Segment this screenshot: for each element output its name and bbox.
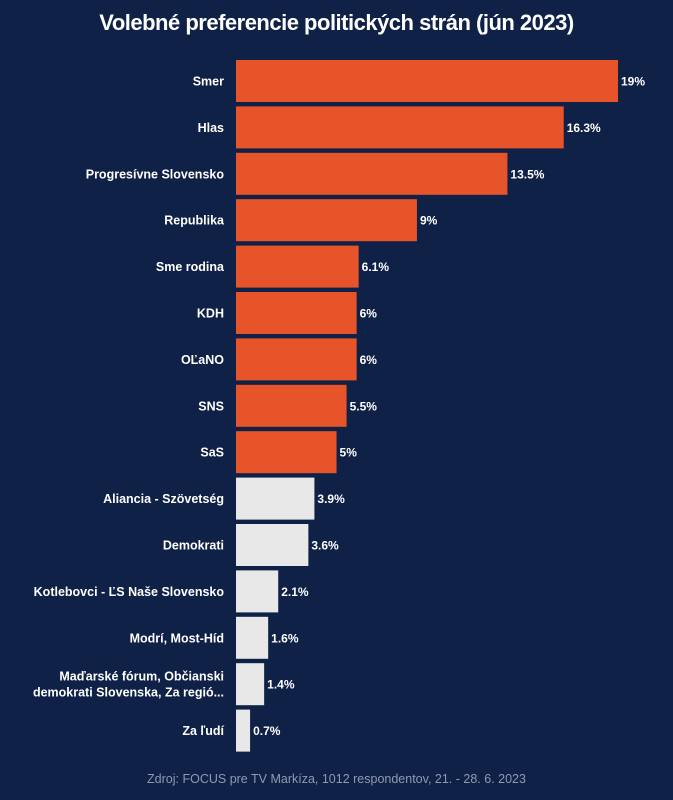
chart-title: Volebné preferencie politických strán (j… (99, 10, 574, 35)
bar (236, 616, 269, 659)
category-label: SaS (200, 446, 224, 460)
value-label: 6.1% (362, 260, 390, 274)
value-label: 6% (360, 307, 378, 321)
bar (236, 663, 265, 706)
value-label: 9% (420, 214, 438, 228)
chart-source: Zdroj: FOCUS pre TV Markíza, 1012 respon… (147, 772, 526, 786)
bar (236, 709, 251, 752)
value-label: 16.3% (567, 121, 601, 135)
category-label: Demokrati (163, 539, 224, 553)
value-label: 0.7% (253, 724, 281, 738)
bar (236, 384, 347, 427)
bar (236, 477, 315, 520)
bar (236, 199, 417, 242)
bar (236, 524, 309, 566)
bar (236, 431, 337, 474)
bar (236, 152, 508, 195)
bar (236, 338, 357, 381)
value-label: 1.6% (271, 631, 299, 645)
value-label: 6% (360, 353, 378, 367)
value-label: 19% (621, 75, 645, 89)
value-label: 3.6% (311, 539, 339, 553)
bar (236, 60, 618, 102)
value-label: 13.5% (510, 167, 544, 181)
category-label: Smer (193, 75, 224, 89)
category-label: Kotlebovci - ĽS Naše Slovensko (34, 585, 225, 599)
value-label: 5.5% (350, 399, 378, 413)
value-label: 1.4% (267, 678, 295, 692)
category-label: Sme rodina (156, 260, 225, 274)
category-label: Progresívne Slovensko (86, 167, 225, 181)
category-label: Maďarské fórum, Občianski demokrati Slove… (33, 670, 224, 700)
category-label: Modrí, Most-Híd (130, 631, 224, 645)
category-label: OĽaNO (181, 353, 224, 367)
category-label: SNS (198, 399, 224, 413)
bar (236, 245, 359, 288)
category-label: Aliancia - Szövetség (103, 492, 224, 506)
value-label: 2.1% (281, 585, 309, 599)
category-label: KDH (197, 307, 224, 321)
bar (236, 106, 564, 149)
bar (236, 570, 279, 613)
category-label: Hlas (198, 121, 224, 135)
bar (236, 292, 357, 334)
value-label: 3.9% (317, 492, 345, 506)
category-label: Republika (164, 214, 225, 228)
category-label: Za ľudí (182, 724, 224, 738)
value-label: 5% (340, 446, 358, 460)
